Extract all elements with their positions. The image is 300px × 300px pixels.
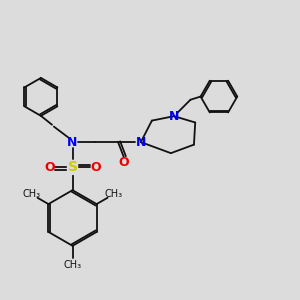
Text: CH₃: CH₃ — [22, 189, 40, 199]
Text: S: S — [68, 160, 77, 174]
Text: N: N — [136, 136, 146, 148]
Text: O: O — [90, 161, 101, 174]
Text: N: N — [67, 136, 78, 148]
Text: CH₃: CH₃ — [64, 260, 82, 270]
Text: CH₃: CH₃ — [104, 189, 123, 199]
Text: O: O — [44, 161, 55, 174]
Text: N: N — [169, 110, 179, 123]
Text: O: O — [118, 156, 129, 169]
